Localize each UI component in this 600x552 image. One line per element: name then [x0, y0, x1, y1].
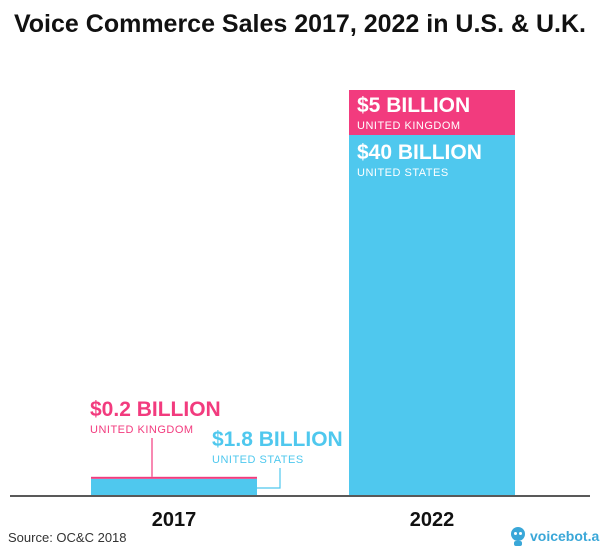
label-2022-uk-value: $5 BILLION	[357, 94, 470, 117]
chart-title: Voice Commerce Sales 2017, 2022 in U.S. …	[14, 10, 586, 38]
label-2022-us-country: UNITED STATES	[357, 167, 449, 179]
label-2017-us-value: $1.8 BILLION	[212, 428, 343, 451]
voicebot-logo: voicebot.ai	[508, 525, 600, 549]
bar-2017-us	[91, 478, 257, 495]
label-2022-us-value: $40 BILLION	[357, 141, 482, 164]
bar-2022-us	[349, 135, 515, 495]
label-2017-uk-country: UNITED KINGDOM	[90, 424, 194, 436]
x-tick-label: 2022	[410, 509, 455, 531]
label-2022-uk-country: UNITED KINGDOM	[357, 120, 461, 132]
label-2017-uk-value: $0.2 BILLION	[90, 398, 221, 421]
bar-2022-uk	[349, 90, 515, 135]
label-2017-us-country: UNITED STATES	[212, 454, 304, 466]
bar-2017-uk	[91, 476, 257, 479]
x-tick-label: 2017	[152, 509, 197, 531]
logo-text: voicebot.ai	[530, 528, 600, 544]
source-note: Source: OC&C 2018	[8, 530, 127, 545]
leader-2017-us	[257, 468, 281, 489]
robot-icon	[511, 527, 525, 546]
